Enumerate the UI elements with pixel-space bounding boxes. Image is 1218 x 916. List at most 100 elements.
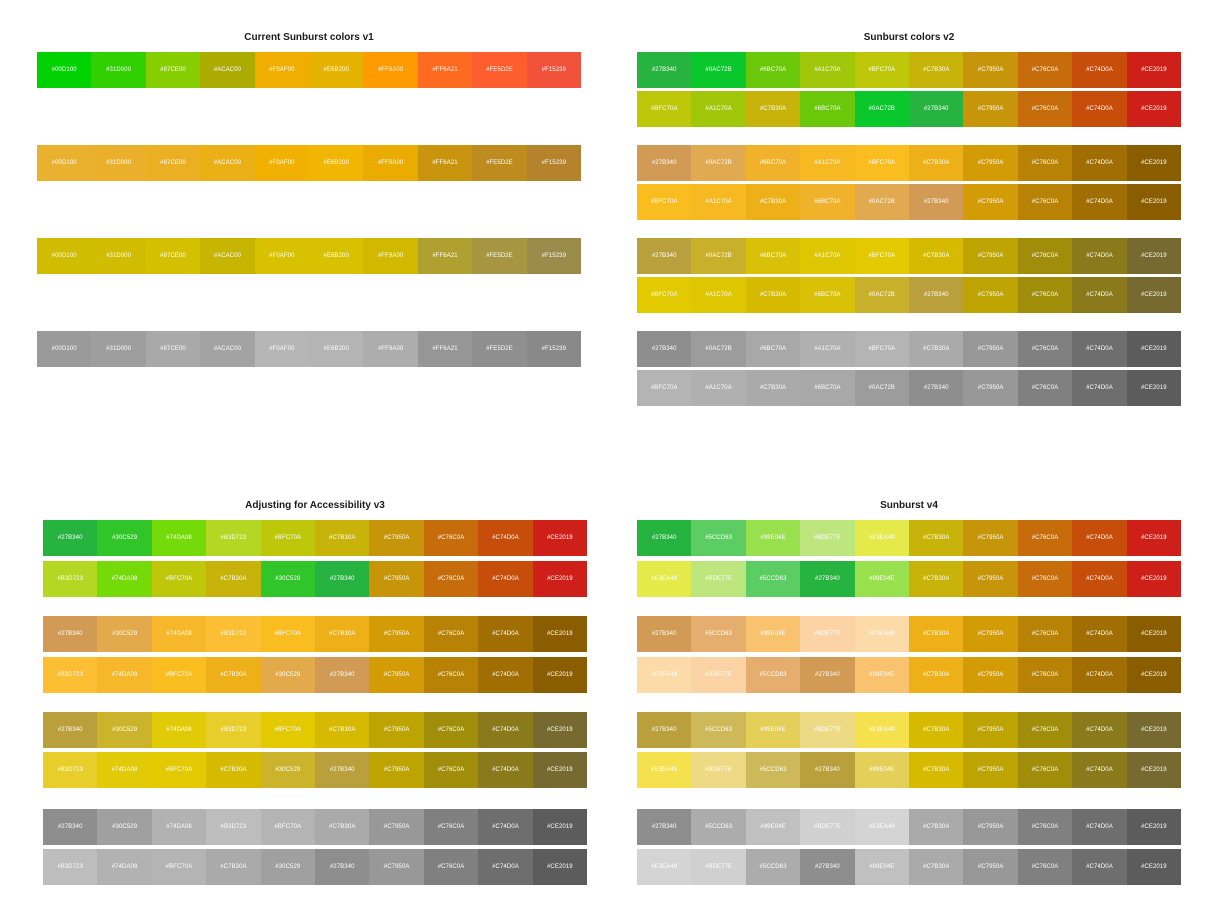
color-swatch: #27B340 bbox=[315, 849, 370, 885]
color-swatch: #A1C70A bbox=[800, 145, 855, 181]
swatch-strip: #27B340 #5CCD63 #99E04E #BDE77E #E3EA49 #C7B3… bbox=[637, 520, 1182, 556]
color-swatch: #C7B30A bbox=[909, 561, 964, 597]
color-swatch: #BFC70A bbox=[854, 52, 910, 88]
color-swatch: #C7B30A bbox=[745, 184, 801, 220]
color-swatch: #C74D0A bbox=[1072, 712, 1127, 748]
color-swatch: #C76C0A bbox=[1017, 370, 1073, 406]
color-swatch: #C76C0A bbox=[1017, 145, 1073, 181]
color-swatch: #C7B30A bbox=[206, 752, 261, 788]
color-swatch: #C74D0A bbox=[1072, 809, 1127, 845]
color-swatch: #87CE00 bbox=[145, 145, 201, 181]
swatch-strip: #00D100 #31D000 #87CE00 #ACAC00 #F0AF00 #E6B2… bbox=[37, 331, 582, 367]
color-swatch: #C74D0A bbox=[1072, 145, 1127, 181]
color-swatch: #5CCD63 bbox=[745, 561, 801, 597]
color-swatch: #C7950A bbox=[369, 809, 424, 845]
color-swatch: #BFC70A bbox=[151, 561, 207, 597]
color-swatch: #BDE77E bbox=[800, 520, 855, 556]
color-swatch: #FF6A21 bbox=[417, 331, 473, 367]
color-swatch: #C7950A bbox=[963, 809, 1018, 845]
color-swatch: #CE2019 bbox=[1126, 712, 1182, 748]
color-swatch: #B3D723 bbox=[43, 752, 98, 788]
color-swatch: #F0AF00 bbox=[254, 238, 310, 274]
color-swatch: #C76C0A bbox=[423, 809, 479, 845]
color-swatch: #BDE77E bbox=[691, 657, 746, 693]
color-swatch: #27B340 bbox=[909, 91, 964, 127]
color-swatch: #F15239 bbox=[526, 238, 582, 274]
color-swatch: #27B340 bbox=[909, 370, 964, 406]
color-swatch: #BDE77E bbox=[800, 712, 855, 748]
color-swatch: #B3D723 bbox=[43, 849, 98, 885]
color-swatch: #27B340 bbox=[637, 52, 692, 88]
color-swatch: #C7950A bbox=[963, 145, 1018, 181]
swatch-strip: #27B340 #5CCD63 #99E04E #BDE77E #E3EA49 #C7B3… bbox=[637, 809, 1182, 845]
color-swatch: #C7B30A bbox=[745, 370, 801, 406]
color-swatch: #BFC70A bbox=[637, 370, 692, 406]
color-swatch: #0AC72B bbox=[691, 145, 746, 181]
color-swatch: #0AC72B bbox=[854, 184, 910, 220]
color-swatch: #5CCD63 bbox=[691, 809, 746, 845]
color-swatch: #27B340 bbox=[909, 184, 964, 220]
color-swatch: #00D100 bbox=[37, 331, 92, 367]
color-swatch: #C7B30A bbox=[315, 712, 370, 748]
color-swatch: #74DA08 bbox=[151, 809, 207, 845]
color-swatch: #C7950A bbox=[963, 277, 1018, 313]
color-swatch: #BFC70A bbox=[151, 657, 207, 693]
color-swatch: #C76C0A bbox=[1017, 752, 1073, 788]
color-swatch: #ACAC00 bbox=[200, 331, 255, 367]
color-swatch: #74DA08 bbox=[97, 752, 152, 788]
color-swatch: #E6B200 bbox=[309, 238, 364, 274]
color-swatch: #31D000 bbox=[91, 238, 146, 274]
color-swatch: #6BC70A bbox=[800, 184, 855, 220]
color-swatch: #C7950A bbox=[963, 849, 1018, 885]
color-swatch: #CE2019 bbox=[532, 752, 588, 788]
color-swatch: #0AC72B bbox=[691, 238, 746, 274]
color-swatch: #C7950A bbox=[369, 712, 424, 748]
color-swatch: #C7950A bbox=[963, 370, 1018, 406]
color-swatch: #C7B30A bbox=[909, 657, 964, 693]
color-swatch: #6BC70A bbox=[745, 145, 801, 181]
color-swatch: #FF6A21 bbox=[417, 238, 473, 274]
color-swatch: #C76C0A bbox=[1017, 184, 1073, 220]
color-swatch: #FF9A00 bbox=[363, 238, 418, 274]
color-swatch: #99E04E bbox=[745, 712, 801, 748]
color-swatch: #C7B30A bbox=[909, 520, 964, 556]
color-swatch: #C7950A bbox=[963, 238, 1018, 274]
color-swatch: #C76C0A bbox=[1017, 331, 1073, 367]
swatch-strip: #E3EA49 #BDE77E #5CCD63 #27B340 #99E04E #C7B3… bbox=[637, 561, 1182, 597]
color-swatch: #C7B30A bbox=[909, 238, 964, 274]
color-swatch: #C76C0A bbox=[423, 657, 479, 693]
color-swatch: #C76C0A bbox=[1017, 52, 1073, 88]
color-swatch: #27B340 bbox=[315, 561, 370, 597]
color-swatch: #E3EA49 bbox=[637, 657, 692, 693]
color-swatch: #A1C70A bbox=[800, 331, 855, 367]
color-swatch: #C7950A bbox=[369, 657, 424, 693]
color-swatch: #27B340 bbox=[315, 752, 370, 788]
color-swatch: #C74D0A bbox=[1072, 752, 1127, 788]
color-swatch: #C7950A bbox=[963, 657, 1018, 693]
color-swatch: #6BC70A bbox=[745, 331, 801, 367]
color-swatch: #BFC70A bbox=[637, 91, 692, 127]
color-swatch: #CE2019 bbox=[1126, 561, 1182, 597]
color-swatch: #C7950A bbox=[963, 91, 1018, 127]
color-swatch: #C74D0A bbox=[478, 657, 533, 693]
color-swatch: #27B340 bbox=[315, 657, 370, 693]
color-swatch: #30C529 bbox=[97, 712, 152, 748]
color-swatch: #C74D0A bbox=[1072, 184, 1127, 220]
color-swatch: #C76C0A bbox=[423, 616, 479, 652]
color-swatch: #99E04E bbox=[745, 520, 801, 556]
color-swatch: #C76C0A bbox=[423, 520, 479, 556]
color-swatch: #C7B30A bbox=[909, 52, 964, 88]
color-swatch: #BDE77E bbox=[691, 849, 746, 885]
color-swatch: #E3EA49 bbox=[637, 849, 692, 885]
color-swatch: #C76C0A bbox=[1017, 91, 1073, 127]
color-swatch: #C76C0A bbox=[423, 752, 479, 788]
color-swatch: #B3D723 bbox=[43, 561, 98, 597]
color-swatch: #CE2019 bbox=[1126, 91, 1182, 127]
color-swatch: #F0AF00 bbox=[254, 331, 310, 367]
color-swatch: #99E04E bbox=[854, 561, 910, 597]
color-swatch: #99E04E bbox=[854, 849, 910, 885]
color-swatch: #ACAC00 bbox=[200, 145, 255, 181]
color-swatch: #C7B30A bbox=[206, 849, 261, 885]
color-swatch: #31D000 bbox=[91, 52, 146, 88]
color-swatch: #CE2019 bbox=[1126, 849, 1182, 885]
